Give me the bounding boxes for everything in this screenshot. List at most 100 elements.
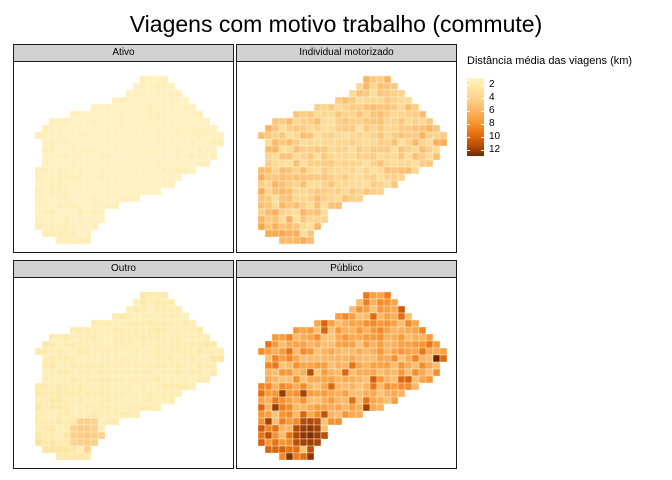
map-district <box>299 326 308 335</box>
map-district <box>55 403 64 412</box>
map-district <box>90 403 99 412</box>
map-district <box>118 117 127 126</box>
map-district <box>411 117 420 126</box>
map-district <box>264 187 273 196</box>
map-district <box>306 375 315 384</box>
map-district <box>111 312 120 321</box>
map-district <box>111 166 120 175</box>
map-frame <box>13 277 234 469</box>
map-district <box>278 215 287 224</box>
map-district <box>90 438 99 447</box>
map-district <box>383 180 392 189</box>
map-district <box>83 382 92 391</box>
map-district <box>264 173 273 182</box>
map-district <box>320 103 329 112</box>
map-district <box>41 431 50 440</box>
map-district <box>55 431 64 440</box>
map-district <box>285 138 294 147</box>
map-district <box>146 103 155 112</box>
map-district <box>327 117 336 126</box>
map-district <box>132 159 141 168</box>
map-district <box>181 166 190 175</box>
map-district <box>411 340 420 349</box>
map-district <box>397 145 406 154</box>
map-district <box>390 82 399 91</box>
map-district <box>153 180 162 189</box>
map-district <box>97 410 106 419</box>
map-district <box>376 131 385 140</box>
map-district <box>278 382 287 391</box>
map-district <box>216 138 225 147</box>
map-district <box>327 201 336 210</box>
map-district <box>195 361 204 370</box>
map-district <box>104 131 113 140</box>
map-district <box>390 152 399 161</box>
map-district <box>188 354 197 363</box>
map-district <box>299 333 308 342</box>
map-district <box>153 82 162 91</box>
map-district <box>153 389 162 398</box>
map-district <box>397 138 406 147</box>
map-district <box>139 131 148 140</box>
choropleth-map <box>257 291 448 461</box>
map-district <box>174 110 183 119</box>
map-district <box>369 180 378 189</box>
map-district <box>97 110 106 119</box>
map-district <box>341 361 350 370</box>
map-district <box>425 354 434 363</box>
map-district <box>188 368 197 377</box>
map-district <box>48 215 57 224</box>
map-district <box>432 368 441 377</box>
map-district <box>383 305 392 314</box>
map-district <box>83 361 92 370</box>
map-district <box>355 152 364 161</box>
map-district <box>153 333 162 342</box>
map-district <box>299 117 308 126</box>
map-district <box>104 166 113 175</box>
map-district <box>139 124 148 133</box>
map-district <box>320 131 329 140</box>
map-district <box>69 236 78 245</box>
map-district <box>76 333 85 342</box>
map-district <box>132 194 141 203</box>
map-district <box>390 138 399 147</box>
map-district <box>278 166 287 175</box>
map-district <box>362 333 371 342</box>
map-district <box>362 152 371 161</box>
map-district <box>264 375 273 384</box>
map-district <box>383 389 392 398</box>
map-district <box>111 117 120 126</box>
map-district <box>369 361 378 370</box>
map-district <box>90 173 99 182</box>
map-district <box>320 201 329 210</box>
map-district <box>83 194 92 203</box>
map-district <box>111 333 120 342</box>
map-frame <box>236 277 457 469</box>
map-district <box>334 368 343 377</box>
map-district <box>327 166 336 175</box>
map-district <box>264 403 273 412</box>
map-district <box>411 110 420 119</box>
map-district <box>188 333 197 342</box>
map-district <box>341 319 350 328</box>
map-district <box>55 340 64 349</box>
map-district <box>181 138 190 147</box>
map-district <box>48 382 57 391</box>
map-district <box>118 375 127 384</box>
map-district <box>271 431 280 440</box>
map-district <box>125 180 134 189</box>
map-district <box>313 326 322 335</box>
map-district <box>355 312 364 321</box>
map-district <box>425 124 434 133</box>
map-district <box>306 410 315 419</box>
map-district <box>376 166 385 175</box>
map-district <box>299 229 308 238</box>
map-district <box>264 445 273 454</box>
map-district <box>41 445 50 454</box>
map-district <box>439 138 448 147</box>
map-district <box>188 103 197 112</box>
map-district <box>146 166 155 175</box>
map-district <box>313 145 322 154</box>
map-district <box>313 403 322 412</box>
map-district <box>264 159 273 168</box>
